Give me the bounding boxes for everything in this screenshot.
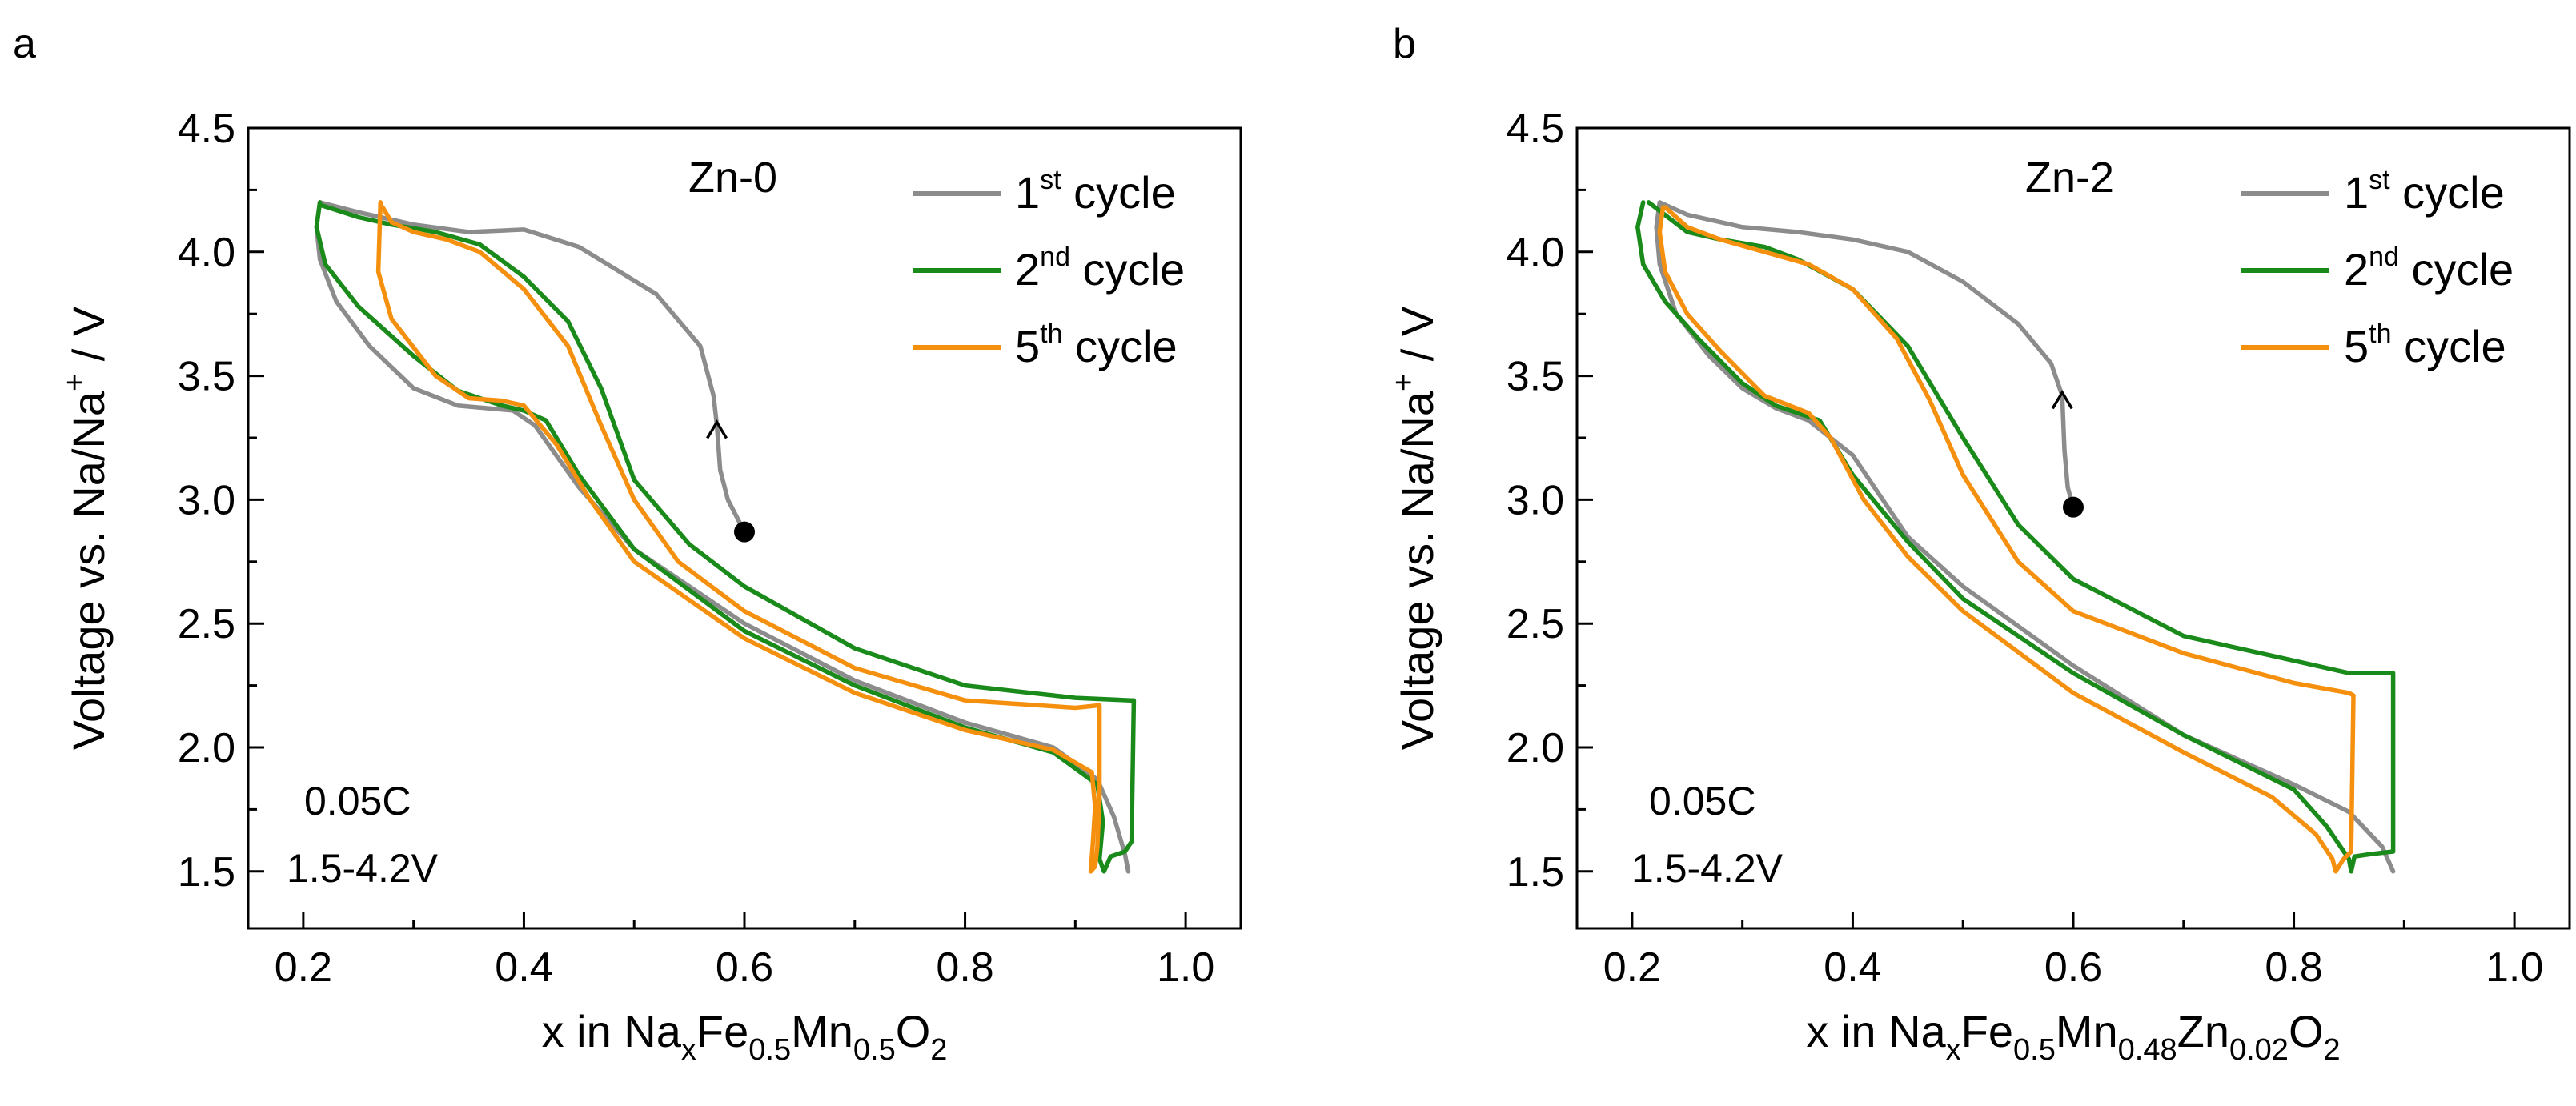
legend-label: 5th cycle [2344, 319, 2506, 371]
voltage-window-label-a: 1.5-4.2V [287, 846, 439, 891]
y-tick-label: 3.0 [178, 477, 235, 523]
y-tick-label: 2.5 [1507, 601, 1564, 647]
start-point-marker [734, 521, 755, 543]
x-tick-label: 0.4 [495, 944, 552, 991]
y-tick-label: 2.0 [178, 725, 235, 771]
y-tick-label: 4.0 [1507, 230, 1564, 276]
y-tick-label: 1.5 [178, 849, 235, 896]
start-markers-b [2051, 389, 2084, 518]
y-tick-label: 3.5 [178, 354, 235, 400]
series-line-5th-cycle [1657, 205, 2356, 874]
x-axis-title-text: x in NaxFe0.5Mn0.48Zn0.02O2 [1806, 1006, 2340, 1067]
legend-label: 1st cycle [2344, 165, 2505, 218]
y-tick-label: 2.0 [1507, 725, 1564, 771]
voltage-window-label-b: 1.5-4.2V [1631, 846, 1784, 891]
ticks-a: 0.2 0.4 0.6 0.8 1.0 1.5 2.0 2.5 3.0 3.5 4.0 4.5 [178, 106, 1215, 991]
y-axis-title-text: Voltage vs. Na/Na+ / V [58, 306, 114, 750]
y-tick-label: 4.0 [178, 230, 235, 276]
series-layer-b [1635, 200, 2396, 874]
legend-b: 1st cycle 2nd cycle 5th cycle [2241, 165, 2514, 371]
y-axis-title-text: Voltage vs. Na/Na+ / V [1387, 306, 1442, 750]
ticks-b: 0.2 0.4 0.6 0.8 1.0 1.5 2.0 2.5 3.0 3.5 4.0 4.5 [1507, 106, 2544, 991]
x-axis-title-b: x in NaxFe0.5Mn0.48Zn0.02O2 [1806, 1006, 2340, 1067]
series-line-5th-cycle [375, 200, 1102, 874]
x-axis-title-text: x in NaxFe0.5Mn0.5O2 [542, 1006, 948, 1067]
y-axis-title-b: Voltage vs. Na/Na+ / V [1387, 306, 1442, 750]
x-tick-label: 0.4 [1824, 944, 1881, 991]
sample-annotation-a: Zn-0 [688, 154, 777, 202]
panel-letter-a: a [13, 21, 36, 67]
start-markers-a [706, 419, 755, 543]
legend-label: 2nd cycle [1015, 242, 1185, 295]
start-point-marker [2063, 496, 2084, 518]
y-tick-label: 4.5 [178, 106, 235, 152]
x-tick-label: 0.2 [1603, 944, 1661, 991]
rate-label-a: 0.05C [304, 779, 411, 823]
y-tick-label: 1.5 [1507, 849, 1564, 896]
x-axis-title-a: x in NaxFe0.5Mn0.5O2 [542, 1006, 948, 1067]
y-tick-label: 3.5 [1507, 354, 1564, 400]
y-tick-label: 2.5 [178, 601, 235, 647]
y-axis-title-a: Voltage vs. Na/Na+ / V [58, 306, 114, 750]
rate-label-b: 0.05C [1649, 779, 1755, 823]
series-layer-a [314, 200, 1137, 874]
x-tick-label: 0.8 [936, 944, 993, 991]
legend-a: 1st cycle 2nd cycle 5th cycle [913, 165, 1185, 371]
series-line-1st-cycle [314, 200, 1131, 874]
panel-letter-b: b [1393, 21, 1416, 67]
direction-arrow-icon [2051, 389, 2073, 410]
x-tick-label: 0.6 [2044, 944, 2102, 991]
direction-arrow-icon [706, 419, 728, 439]
x-tick-label: 0.2 [275, 944, 332, 991]
legend-label: 1st cycle [1015, 165, 1176, 218]
series-line-2nd-cycle [314, 200, 1137, 874]
y-tick-label: 4.5 [1507, 106, 1564, 152]
legend-label: 2nd cycle [2344, 242, 2514, 295]
legend-label: 5th cycle [1015, 319, 1178, 371]
sample-annotation-b: Zn-2 [2025, 154, 2114, 202]
y-tick-label: 3.0 [1507, 477, 1564, 523]
series-line-1st-cycle [1654, 200, 2396, 874]
x-tick-label: 1.0 [2486, 944, 2543, 991]
x-tick-label: 0.6 [716, 944, 773, 991]
x-tick-label: 1.0 [1157, 944, 1214, 991]
series-line-2nd-cycle [1635, 200, 2396, 874]
panel-b: b 0.2 0.4 0.6 0.8 1.0 1.5 2.0 2.5 3.0 3.5 4.0 4.5 Z… [1387, 21, 2571, 1067]
panel-a: a 0.2 0.4 0.6 0.8 1.0 1.5 2.0 2.5 3.0 3.5 4.0 4.5 Z… [13, 21, 1242, 1067]
x-tick-label: 0.8 [2265, 944, 2322, 991]
